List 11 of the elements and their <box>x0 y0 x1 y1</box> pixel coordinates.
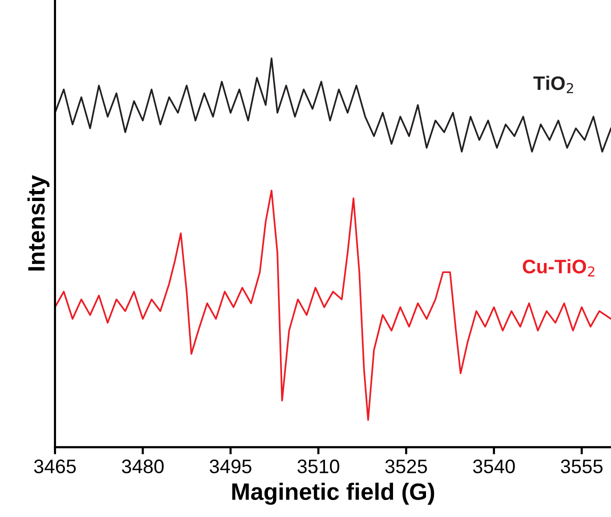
series-label: Cu-TiO$_{2}$ <box>522 259 594 276</box>
x-tick-label: 3495 <box>210 460 252 474</box>
x-tick-label: 3510 <box>297 460 340 474</box>
x-tick-label: 3540 <box>473 460 515 474</box>
x-axis-title: Maginetic field (G) <box>232 482 434 505</box>
x-tick-label: 3525 <box>385 460 427 474</box>
x-tick-label: 3555 <box>560 460 603 474</box>
x-tick-label: 3480 <box>122 460 164 474</box>
y-axis-title: Intensity <box>27 175 50 271</box>
series-label: TiO$_{2}$ <box>533 76 574 94</box>
x-tick-label: 3465 <box>34 460 76 474</box>
